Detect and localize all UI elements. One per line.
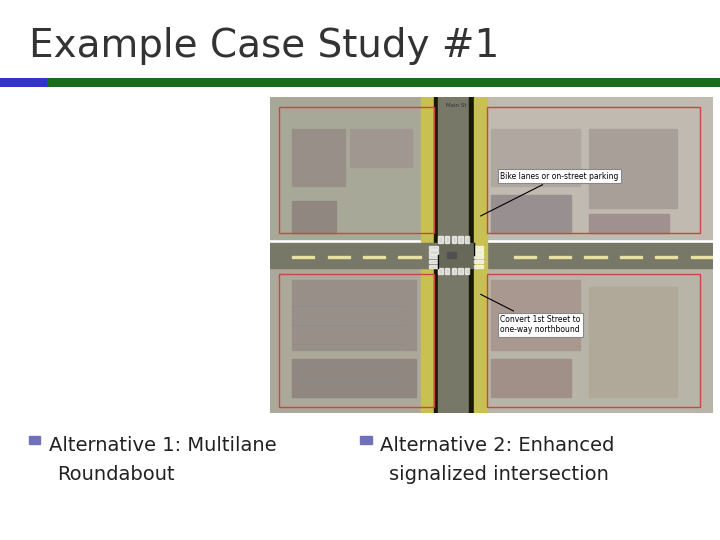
Bar	[589, 287, 678, 397]
Bar	[465, 268, 469, 274]
Bar	[487, 107, 700, 233]
Bar	[429, 265, 438, 268]
Text: Main St: Main St	[446, 103, 467, 107]
Bar	[474, 265, 482, 268]
Bar	[270, 97, 438, 239]
Bar	[491, 360, 571, 397]
Bar	[292, 129, 346, 186]
Bar	[445, 236, 449, 242]
Bar	[474, 255, 482, 258]
Bar	[47, 78, 720, 87]
Bar	[655, 256, 678, 258]
Bar	[451, 236, 456, 242]
Bar	[438, 97, 469, 413]
Bar	[363, 256, 385, 258]
Bar	[270, 268, 438, 413]
Bar	[420, 97, 434, 413]
Bar	[429, 255, 438, 258]
Bar	[487, 274, 700, 407]
Bar	[513, 256, 536, 258]
Bar	[270, 242, 713, 268]
Bar	[620, 256, 642, 258]
Bar	[350, 129, 412, 167]
Text: Alternative 2: Enhanced: Alternative 2: Enhanced	[380, 436, 615, 455]
Bar	[0, 78, 47, 87]
Bar	[438, 242, 474, 268]
Bar	[292, 201, 336, 233]
Bar	[589, 129, 678, 208]
Text: Alternative 1: Multilane: Alternative 1: Multilane	[49, 436, 276, 455]
Text: Roundabout: Roundabout	[58, 465, 175, 484]
Bar	[360, 436, 372, 444]
Bar	[279, 274, 434, 407]
Bar	[474, 260, 482, 263]
Bar	[292, 280, 416, 350]
Bar	[474, 246, 482, 249]
Bar	[589, 214, 668, 233]
Bar	[451, 268, 456, 274]
Bar	[292, 256, 314, 258]
Bar	[469, 97, 474, 413]
Bar	[458, 268, 463, 274]
Bar	[445, 268, 449, 274]
Bar	[398, 256, 420, 258]
Bar	[474, 97, 487, 413]
Bar	[438, 236, 443, 242]
Bar	[429, 251, 438, 254]
Text: Example Case Study #1: Example Case Study #1	[29, 27, 499, 65]
Bar	[279, 107, 434, 233]
Text: signalized intersection: signalized intersection	[389, 465, 608, 484]
Bar	[438, 268, 443, 274]
Bar	[469, 97, 713, 239]
Bar	[465, 236, 469, 242]
Bar	[429, 246, 438, 249]
Bar	[549, 256, 571, 258]
Bar	[447, 252, 456, 258]
Bar	[434, 97, 438, 413]
Bar	[474, 251, 482, 254]
Bar	[469, 268, 713, 413]
Bar	[429, 260, 438, 263]
Text: Bike lanes or on-street parking: Bike lanes or on-street parking	[480, 172, 618, 216]
Bar	[328, 256, 350, 258]
Text: Convert 1st Street to
one-way northbound: Convert 1st Street to one-way northbound	[480, 294, 580, 334]
Bar	[491, 195, 571, 233]
Bar	[29, 436, 40, 444]
Bar	[292, 360, 416, 397]
Bar	[690, 256, 713, 258]
Bar	[585, 256, 606, 258]
Bar	[458, 236, 463, 242]
Bar	[491, 280, 580, 350]
Bar	[491, 129, 580, 186]
